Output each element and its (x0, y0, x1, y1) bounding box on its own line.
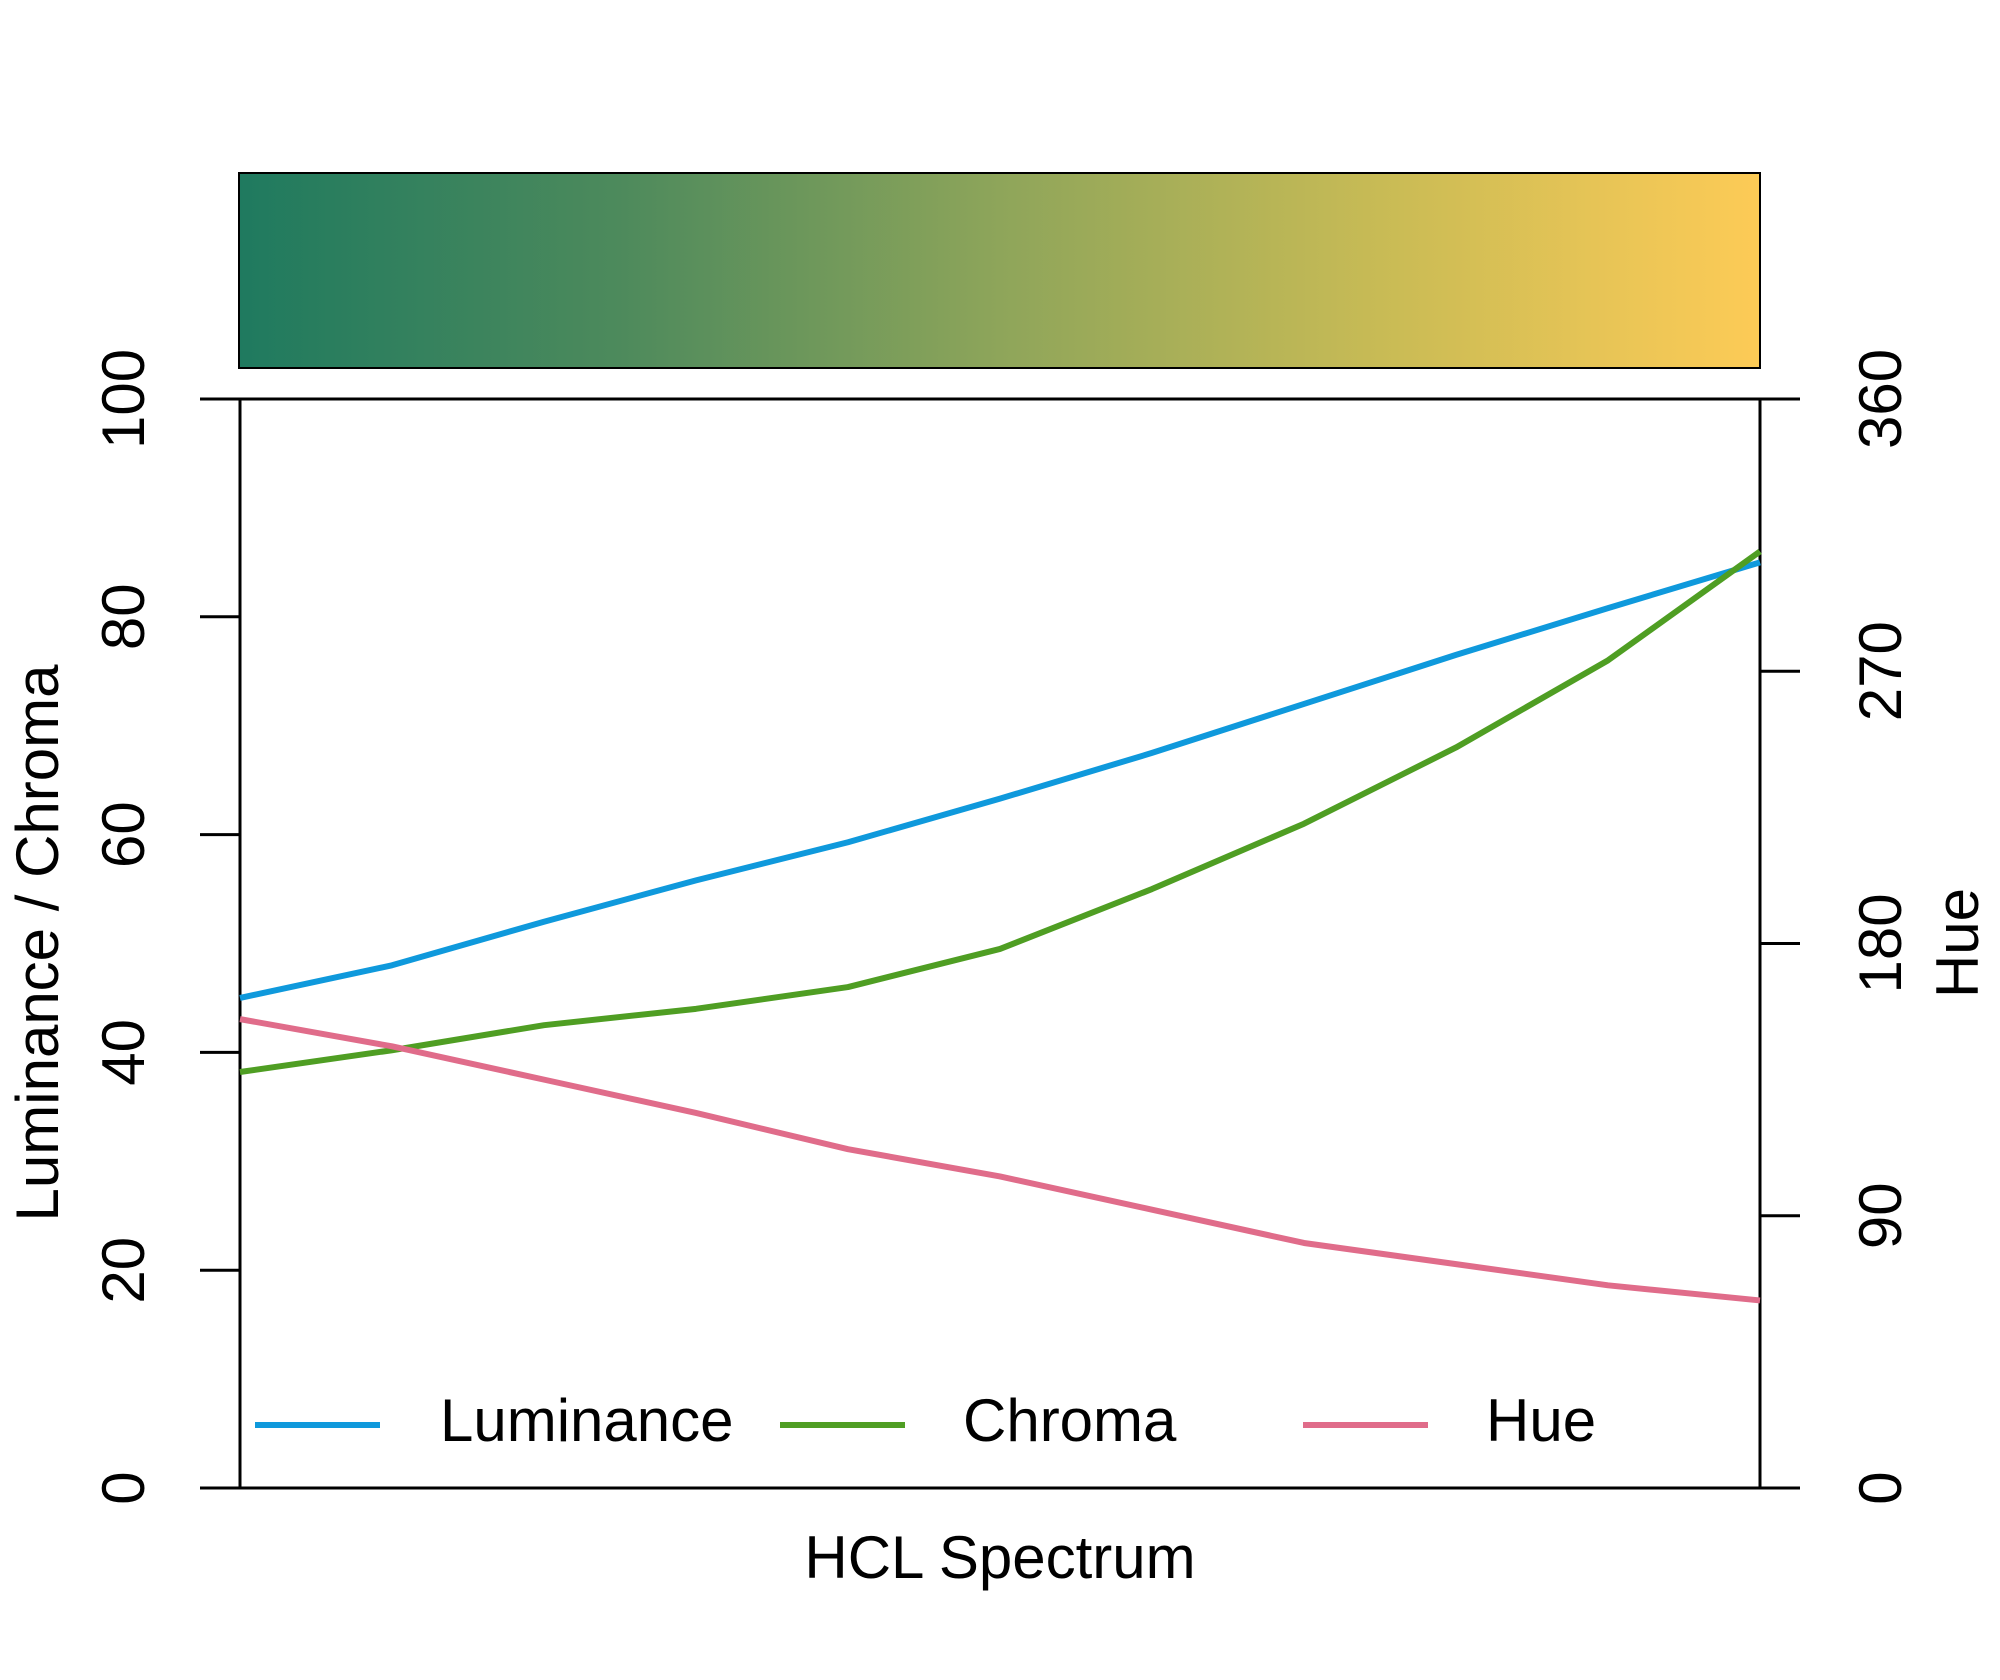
legend-label: Hue (1486, 1387, 1596, 1454)
y-tick-label: 0 (90, 1471, 157, 1504)
x-axis-title: HCL Spectrum (804, 1524, 1195, 1591)
y-tick-label: 60 (90, 801, 157, 868)
line-series (239, 559, 1761, 1001)
y2-tick-label: 270 (1847, 621, 1914, 721)
line-series (239, 549, 1762, 1075)
legend-label: Luminance (440, 1387, 734, 1454)
legend-label: Chroma (963, 1387, 1177, 1454)
y-tick-label: 80 (90, 583, 157, 650)
y-tick-label: 100 (90, 349, 157, 449)
line-series (239, 1016, 1761, 1304)
y-tick-label: 40 (90, 1019, 157, 1086)
y2-axis-title: Hue (1924, 888, 1991, 998)
y2-tick-label: 360 (1847, 349, 1914, 449)
y2-tick-label: 0 (1847, 1471, 1914, 1504)
y-axis-title: Luminance / Chroma (4, 664, 71, 1222)
y2-tick-label: 90 (1847, 1182, 1914, 1249)
y-tick-label: 20 (90, 1237, 157, 1304)
y2-tick-label: 180 (1847, 893, 1914, 993)
color-bar (238, 172, 1761, 369)
